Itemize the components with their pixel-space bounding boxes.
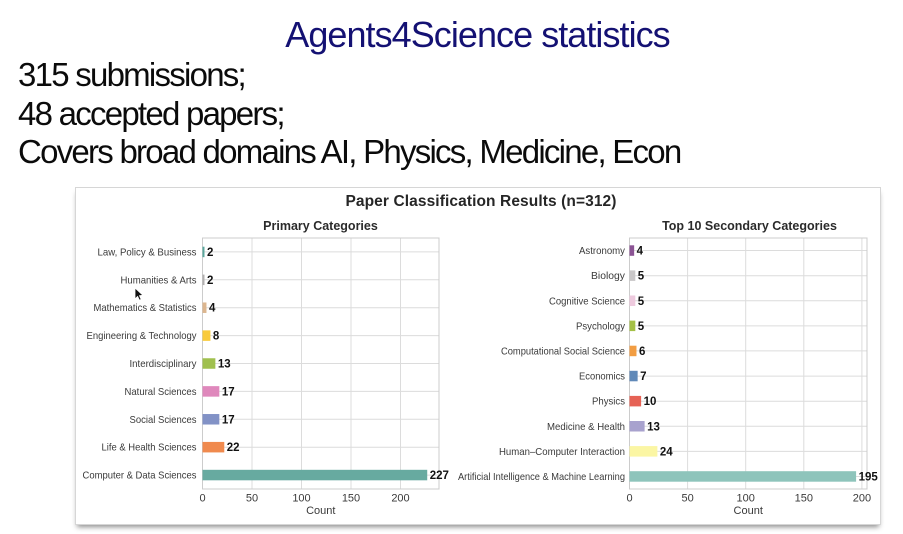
svg-text:Primary Categories: Primary Categories <box>263 219 378 233</box>
svg-text:Engineering & Technology: Engineering & Technology <box>87 330 198 342</box>
svg-text:0: 0 <box>199 493 205 505</box>
svg-text:Mathematics & Statistics: Mathematics & Statistics <box>94 302 197 314</box>
svg-text:Law, Policy & Business: Law, Policy & Business <box>98 246 197 258</box>
svg-text:Paper Classification Results (: Paper Classification Results (n=312) <box>345 193 616 210</box>
svg-text:Physics: Physics <box>592 396 625 408</box>
svg-text:5: 5 <box>638 271 645 283</box>
svg-text:100: 100 <box>737 493 755 505</box>
svg-text:Cognitive Science: Cognitive Science <box>549 295 625 307</box>
svg-text:Life & Health Sciences: Life & Health Sciences <box>102 442 197 454</box>
svg-text:4: 4 <box>637 246 644 258</box>
svg-text:150: 150 <box>342 493 360 505</box>
svg-text:200: 200 <box>853 493 871 505</box>
svg-text:17: 17 <box>222 414 235 426</box>
svg-text:Psychology: Psychology <box>576 320 626 332</box>
svg-text:0: 0 <box>626 493 632 505</box>
svg-text:2: 2 <box>207 247 213 259</box>
svg-text:2: 2 <box>207 275 213 287</box>
svg-text:Interdisciplinary: Interdisciplinary <box>130 358 198 370</box>
svg-text:Humanities & Arts: Humanities & Arts <box>121 274 197 286</box>
svg-text:Top 10 Secondary Categories: Top 10 Secondary Categories <box>662 219 837 233</box>
svg-text:4: 4 <box>209 303 216 315</box>
svg-text:Computer & Data Sciences: Computer & Data Sciences <box>83 470 197 482</box>
svg-text:Count: Count <box>306 505 335 517</box>
svg-text:7: 7 <box>640 371 646 383</box>
svg-text:50: 50 <box>246 493 258 505</box>
svg-text:Computational Social Science: Computational Social Science <box>501 345 625 357</box>
svg-text:6: 6 <box>639 346 645 358</box>
svg-text:22: 22 <box>227 442 240 454</box>
svg-text:10: 10 <box>644 396 657 408</box>
svg-text:Artificial Intelligence & Mach: Artificial Intelligence & Machine Learni… <box>458 471 625 483</box>
svg-text:Medicine & Health: Medicine & Health <box>547 421 625 433</box>
svg-text:200: 200 <box>391 493 409 505</box>
svg-text:5: 5 <box>638 321 645 333</box>
svg-text:Astronomy: Astronomy <box>579 245 626 257</box>
svg-text:100: 100 <box>292 493 310 505</box>
svg-text:24: 24 <box>660 446 673 458</box>
svg-text:5: 5 <box>638 296 645 308</box>
svg-text:227: 227 <box>430 470 449 482</box>
svg-text:Social Sciences: Social Sciences <box>130 414 197 426</box>
svg-text:Natural Sciences: Natural Sciences <box>125 386 197 398</box>
svg-text:Biology: Biology <box>591 270 626 282</box>
svg-text:13: 13 <box>647 421 660 433</box>
svg-text:13: 13 <box>218 359 231 371</box>
svg-text:Human–Computer Interaction: Human–Computer Interaction <box>499 446 625 458</box>
svg-text:17: 17 <box>222 386 235 398</box>
svg-text:150: 150 <box>795 493 813 505</box>
svg-text:Count: Count <box>734 505 763 517</box>
svg-text:8: 8 <box>213 331 220 343</box>
svg-text:195: 195 <box>859 471 879 483</box>
svg-text:50: 50 <box>681 493 693 505</box>
svg-text:Economics: Economics <box>579 371 625 383</box>
